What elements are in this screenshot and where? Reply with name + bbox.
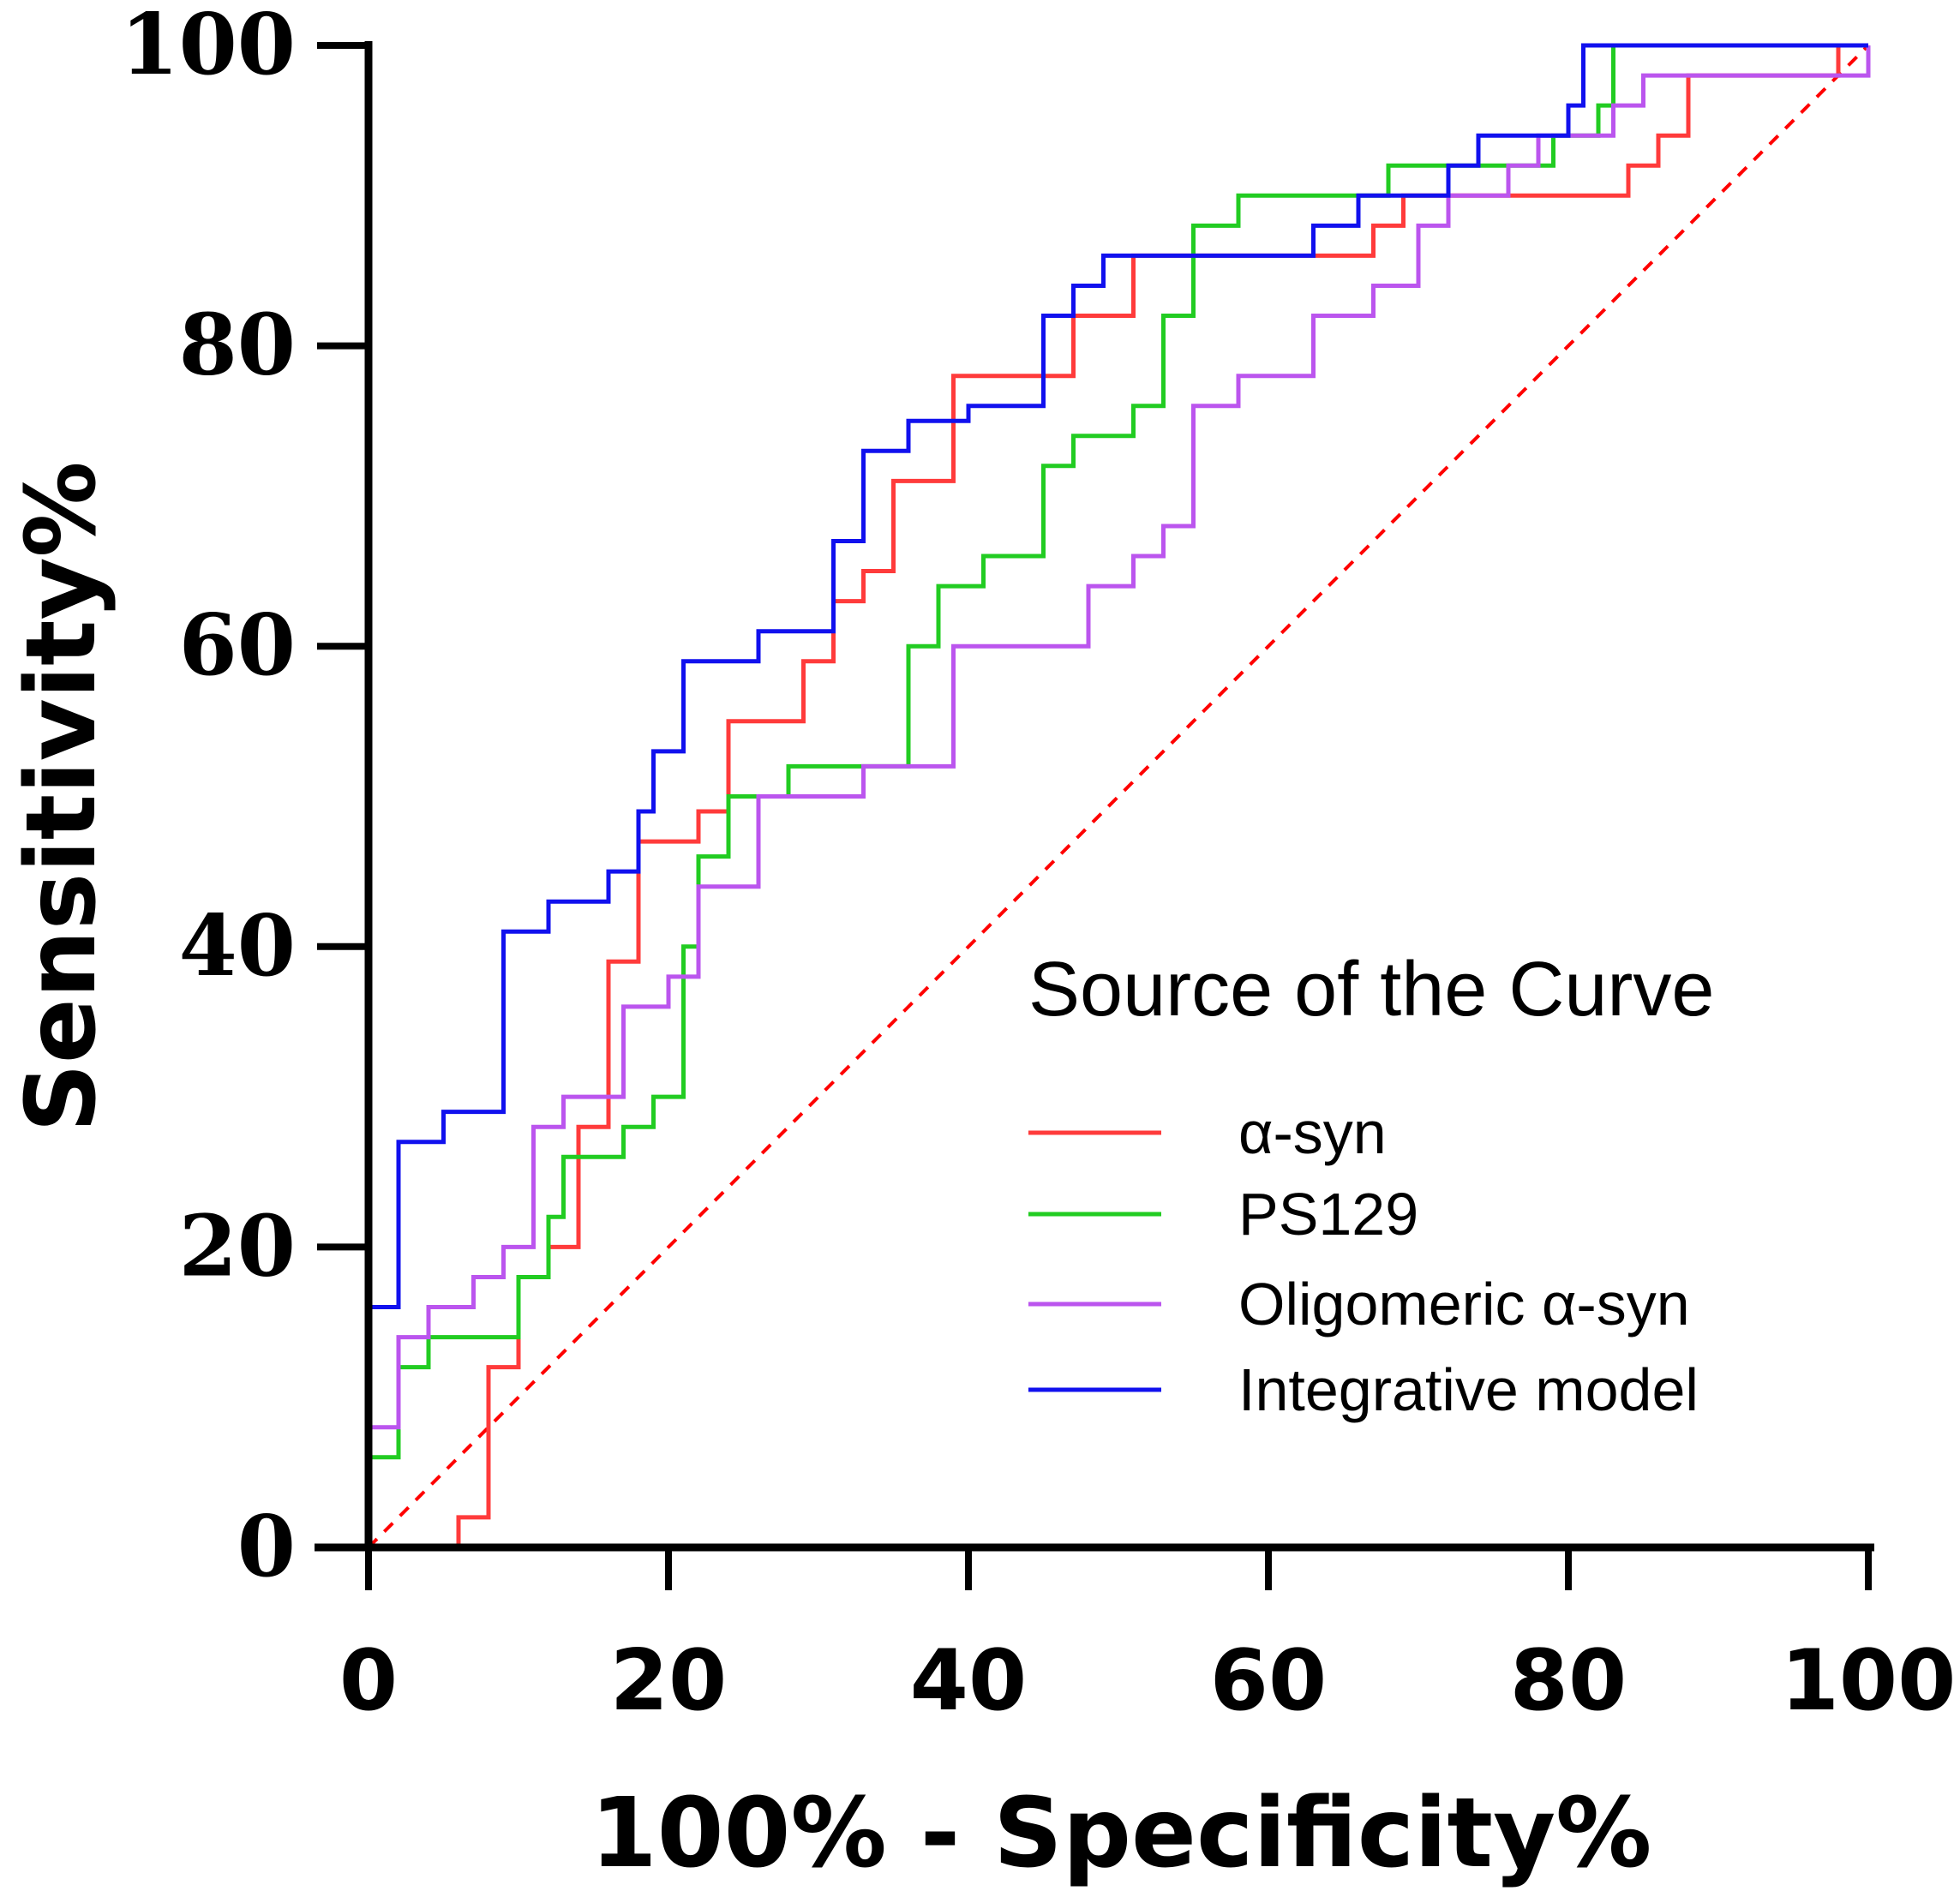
- reference-line: [367, 44, 1870, 1549]
- series-line-3: [366, 43, 1868, 1547]
- y-tick-label: 0: [237, 1498, 296, 1596]
- x-tick-label: 100: [1781, 1632, 1957, 1730]
- series-line-1: [366, 43, 1868, 1547]
- legend-label-1: PS129: [1238, 1181, 1418, 1248]
- legend-label-3: Integrative model: [1238, 1356, 1699, 1423]
- legend-label-0: α-syn: [1238, 1099, 1387, 1166]
- axes: [315, 41, 1874, 1552]
- ticks: 0 20 40 60 80 100 0 20 40 60 80 100: [120, 0, 1956, 1730]
- x-tick-label: 60: [1210, 1632, 1327, 1730]
- y-tick-label: 100: [120, 0, 296, 94]
- legend-label-2: Oligomeric α-syn: [1238, 1271, 1690, 1337]
- legend-items: α-syn PS129 Oligomeric α-syn Integrative mo…: [1028, 1099, 1699, 1423]
- x-tick-label: 80: [1510, 1632, 1627, 1730]
- roc-curves: [366, 43, 1871, 1550]
- y-tick-label: 20: [179, 1197, 296, 1296]
- x-tick-label: 0: [339, 1632, 398, 1730]
- y-tick-label: 40: [179, 897, 296, 996]
- legend-title: Source of the Curve: [1028, 947, 1714, 1032]
- legend: Source of the Curve α-syn PS129 Oligomeric…: [1028, 947, 1714, 1423]
- series-line-2: [366, 45, 1871, 1547]
- y-tick-label: 80: [179, 296, 296, 395]
- x-tick-label: 40: [910, 1632, 1027, 1730]
- x-tick-label: 20: [610, 1632, 727, 1730]
- y-axis-title: Sensitivity%: [6, 461, 117, 1133]
- y-tick-label: 60: [179, 596, 296, 695]
- x-axis-title: 100% - Specificity%: [590, 1778, 1652, 1889]
